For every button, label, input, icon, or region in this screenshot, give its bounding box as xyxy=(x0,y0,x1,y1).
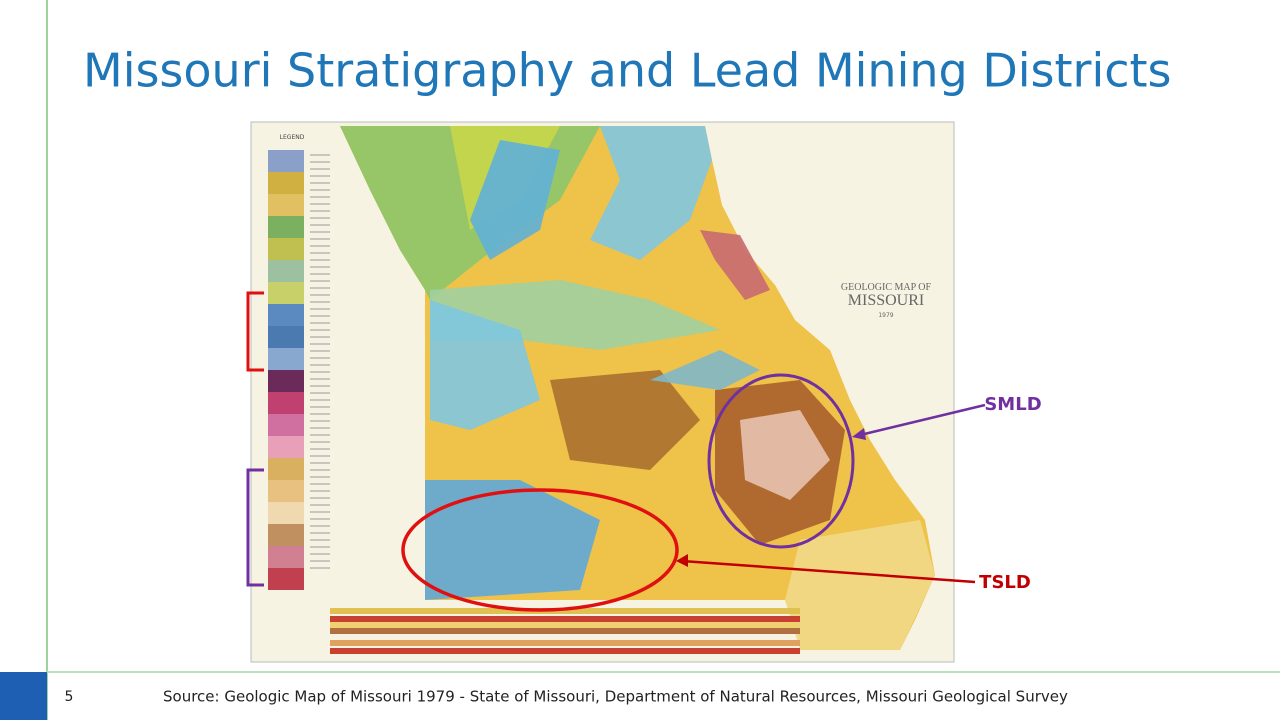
legend-swatch xyxy=(268,458,304,480)
geologic-unit xyxy=(740,410,830,500)
legend-swatch xyxy=(268,348,304,370)
legend-swatch xyxy=(268,216,304,238)
callout-label: SMLD xyxy=(984,394,1041,415)
geologic-map xyxy=(250,121,955,663)
legend-swatch xyxy=(268,502,304,524)
cross-section-band xyxy=(330,616,800,622)
tsld-arrow xyxy=(681,559,976,584)
legend-heading: LEGEND xyxy=(280,134,305,141)
legend-swatch xyxy=(268,370,304,392)
annotations xyxy=(246,291,986,612)
cross-section-band xyxy=(330,628,800,634)
legend-swatch xyxy=(268,436,304,458)
geologic-unit xyxy=(700,230,770,300)
callout-label: TSLD xyxy=(979,572,1031,593)
geologic-unit xyxy=(550,370,700,470)
cross-section-band xyxy=(330,648,800,654)
legend-swatch xyxy=(268,194,304,216)
geologic-unit xyxy=(470,140,560,260)
legend-swatch xyxy=(268,568,304,590)
bracket-red xyxy=(246,291,264,372)
slide-title: Missouri Stratigraphy and Lead Mining Di… xyxy=(83,44,1172,98)
map-year: 1979 xyxy=(878,312,893,319)
legend-swatch xyxy=(268,172,304,194)
legend-swatch xyxy=(268,238,304,260)
smld-arrowhead xyxy=(852,428,866,440)
geologic-unit xyxy=(590,126,712,260)
nav-box xyxy=(0,672,47,720)
smld-arrow xyxy=(855,403,986,438)
bracket-purple xyxy=(246,468,264,587)
cross-section-band xyxy=(330,622,800,628)
slide-number: 5 xyxy=(65,689,74,705)
map-title: GEOLOGIC MAP OF xyxy=(841,282,932,293)
legend-swatch xyxy=(268,546,304,568)
legend-swatch xyxy=(268,260,304,282)
legend-swatch xyxy=(268,414,304,436)
smld-outline xyxy=(707,373,855,549)
legend-swatch xyxy=(268,392,304,414)
tsld-outline xyxy=(401,488,679,612)
geologic-unit xyxy=(785,520,935,650)
legend-swatch xyxy=(268,304,304,326)
geologic-unit xyxy=(650,350,760,390)
tsld-arrowhead xyxy=(676,554,688,567)
geologic-unit xyxy=(425,480,600,600)
legend-swatch xyxy=(268,150,304,172)
legend-swatch xyxy=(268,326,304,348)
map-title: MISSOURI xyxy=(848,292,924,309)
cross-section-band xyxy=(330,640,800,646)
legend-swatch xyxy=(268,282,304,304)
cross-section-band xyxy=(330,608,800,614)
legend-swatch xyxy=(268,480,304,502)
source-note: Source: Geologic Map of Missouri 1979 - … xyxy=(163,688,1068,706)
legend-swatch xyxy=(268,524,304,546)
geologic-unit xyxy=(430,300,540,430)
